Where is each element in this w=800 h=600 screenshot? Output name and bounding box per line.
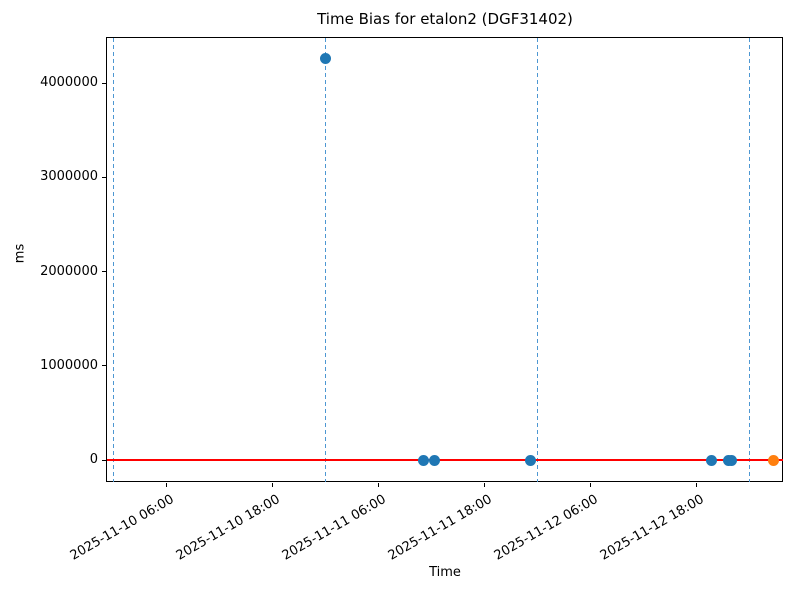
data-point [320, 53, 331, 65]
x-axis-label: Time [429, 565, 461, 580]
y-tick [102, 82, 106, 84]
plot-area [106, 37, 783, 482]
x-tick [484, 483, 485, 487]
x-tick-label: 2025-11-10 18:00 [174, 492, 283, 564]
y-tick-label: 3000000 [40, 169, 98, 185]
y-tick-label: 1000000 [40, 357, 98, 373]
day-line [537, 38, 538, 482]
data-point [428, 454, 440, 466]
x-tick-label: 2025-11-11 06:00 [280, 492, 389, 564]
x-tick [590, 483, 591, 487]
x-tick [378, 483, 379, 487]
day-line [749, 38, 750, 482]
y-tick-label: 0 [89, 452, 98, 467]
y-tick [102, 459, 106, 461]
day-line [325, 38, 326, 482]
y-tick [102, 365, 106, 367]
zero-reference-line [107, 458, 783, 462]
chart-title: Time Bias for etalon2 (DGF31402) [317, 10, 573, 28]
y-tick-label: 2000000 [40, 263, 98, 279]
data-point [417, 454, 429, 466]
data-point [706, 454, 718, 466]
y-tick-label: 4000000 [40, 75, 98, 91]
x-tick-label: 2025-11-12 06:00 [492, 492, 601, 564]
data-point [726, 454, 738, 466]
x-tick [272, 483, 273, 487]
day-line [113, 38, 114, 482]
x-tick [696, 483, 697, 487]
data-point [524, 454, 536, 466]
y-tick [102, 271, 106, 273]
x-tick-label: 2025-11-12 18:00 [598, 492, 707, 564]
x-tick [166, 483, 167, 487]
x-tick-label: 2025-11-11 18:00 [386, 492, 495, 564]
y-tick [102, 176, 106, 178]
data-point [767, 454, 779, 466]
x-tick-label: 2025-11-10 06:00 [68, 492, 177, 564]
